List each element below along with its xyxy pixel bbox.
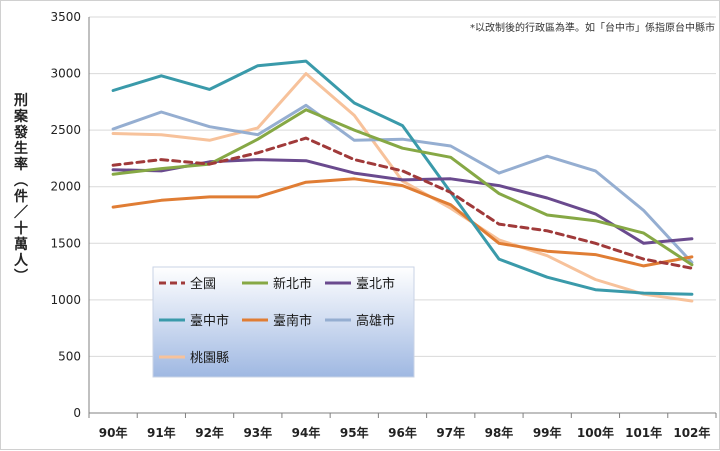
axes: 0 500 1000 1500 2000 2500 3000 3500 90年 91年 92年 93年… — [50, 10, 717, 440]
legend-label: 新北市 — [273, 276, 312, 292]
x-tick-label: 90年 — [99, 425, 128, 440]
series-line-全國 — [111, 136, 694, 270]
series-line-新北市 — [111, 108, 694, 267]
x-tick-label: 99年 — [533, 425, 562, 440]
legend-label: 臺南市 — [273, 313, 312, 329]
series-line-臺南市 — [111, 177, 694, 268]
legend-label: 桃園縣 — [190, 351, 229, 366]
y-tick-label: 1500 — [50, 236, 81, 250]
series-line-高雄市 — [111, 103, 694, 264]
y-tick-label: 3000 — [50, 67, 81, 81]
y-tick-label: 0 — [73, 406, 81, 420]
legend-label: 臺中市 — [190, 313, 229, 329]
x-tick-label: 95年 — [340, 425, 369, 440]
legend-label: 臺北市 — [356, 276, 395, 292]
series-line-臺北市 — [111, 158, 694, 245]
x-tick-label: 97年 — [436, 425, 465, 440]
legend-label: 高雄市 — [356, 313, 395, 329]
x-tick-label: 96年 — [388, 425, 417, 440]
legend-box — [152, 266, 415, 378]
series-line-臺中市 — [111, 59, 694, 296]
y-tick-label: 2000 — [50, 180, 81, 194]
x-tick-label: 98年 — [485, 425, 514, 440]
x-tick-label: 100年 — [577, 425, 614, 440]
x-tick-label: 94年 — [292, 425, 321, 440]
y-tick-label: 2500 — [50, 123, 81, 137]
x-tick-label: 92年 — [195, 425, 224, 440]
y-tick-label: 500 — [58, 349, 81, 363]
x-tick-label: 91年 — [147, 425, 176, 440]
y-axis-label: 刑案發生率︵件／十萬人︶ — [13, 93, 29, 285]
series-lines — [111, 59, 694, 303]
y-tick-label: 3500 — [50, 10, 81, 24]
x-tick-label: 101年 — [625, 425, 662, 440]
x-tick-label: 102年 — [673, 425, 710, 440]
x-tick-label: 93年 — [243, 425, 272, 440]
chart-note: *以改制後的行政區為準。如「台中市」係指原台中縣市 — [470, 21, 715, 34]
legend-label: 全國 — [190, 276, 216, 292]
y-tick-label: 1000 — [50, 293, 81, 307]
